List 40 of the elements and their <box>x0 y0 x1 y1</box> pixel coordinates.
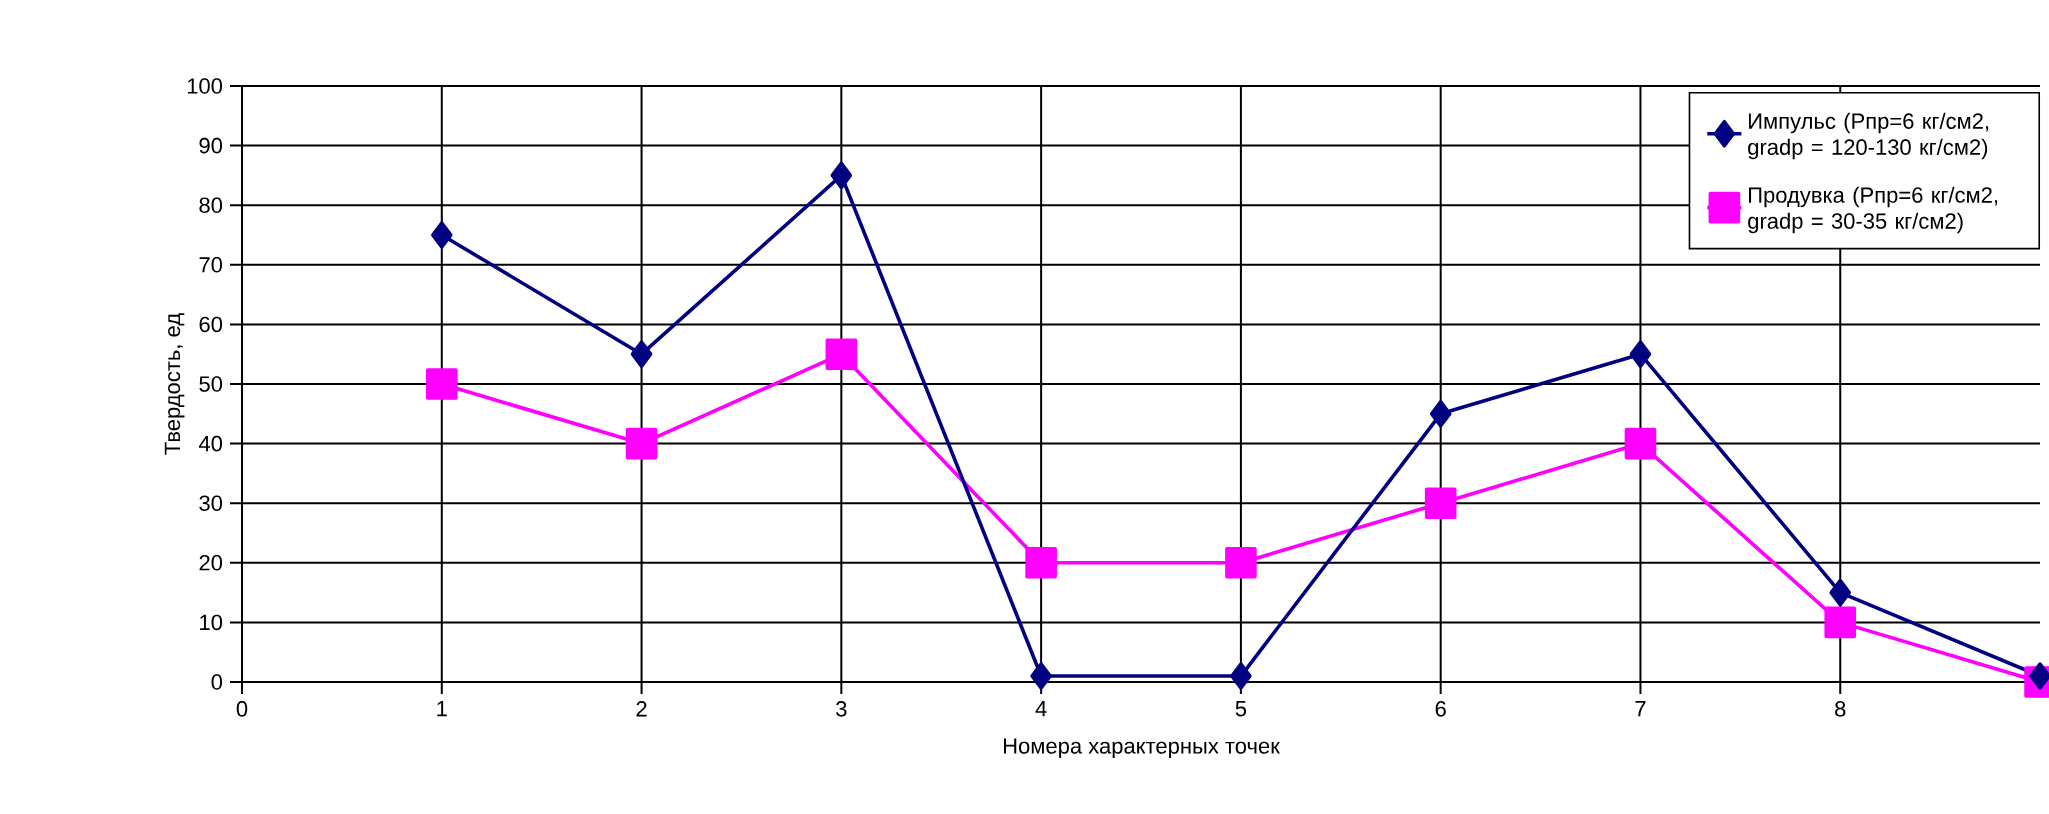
point <box>1824 606 1857 639</box>
point <box>630 340 653 368</box>
point <box>1225 547 1257 579</box>
y-tick-label: 70 <box>199 257 223 273</box>
y-tick-label: 40 <box>198 435 223 452</box>
point <box>1424 487 1457 519</box>
y-tick-label: 80 <box>199 197 223 213</box>
point <box>825 338 858 370</box>
legend-label: Продувка (Рпр=6 кг/см2, gradp = 30-35 кг/см2) <box>1748 186 1998 234</box>
x-tick-label: 5 <box>1235 701 1247 717</box>
y-tick-label: 10 <box>200 614 223 631</box>
point <box>1629 340 1652 368</box>
y-tick-label: 0 <box>211 674 223 690</box>
y-tick-label: 30 <box>199 495 223 511</box>
point <box>1025 547 1057 579</box>
point <box>430 221 453 249</box>
y-tick-label: 100 <box>187 78 223 94</box>
y-tick-label: 90 <box>199 137 223 154</box>
y-tick-label: 60 <box>199 316 223 333</box>
x-tick-label: 6 <box>1435 701 1446 717</box>
x-tick-label: 4 <box>1035 701 1047 717</box>
x-tick-label: 3 <box>836 701 847 717</box>
point <box>1429 400 1452 428</box>
x-axis-title: Номера характерных точек <box>1003 738 1280 759</box>
point <box>1230 662 1252 690</box>
x-tick-label: 7 <box>1635 701 1646 717</box>
x-tick-label: 8 <box>1835 701 1846 717</box>
y-axis-title: Твердость, ед <box>164 313 185 455</box>
point <box>625 427 658 460</box>
point <box>1030 662 1052 690</box>
legend-label: Импульс (Рпр=6 кг/см2, gradp = 120-130 кг/см2) <box>1748 112 1989 160</box>
x-tick-label: 1 <box>437 701 447 717</box>
point <box>830 161 853 190</box>
point <box>425 368 458 400</box>
y-tick-label: 50 <box>199 376 223 392</box>
point <box>1624 427 1657 460</box>
y-tick-label: 20 <box>199 555 223 571</box>
x-tick-label: 0 <box>236 701 248 717</box>
x-tick-label: 2 <box>636 701 647 717</box>
point <box>1829 578 1852 607</box>
